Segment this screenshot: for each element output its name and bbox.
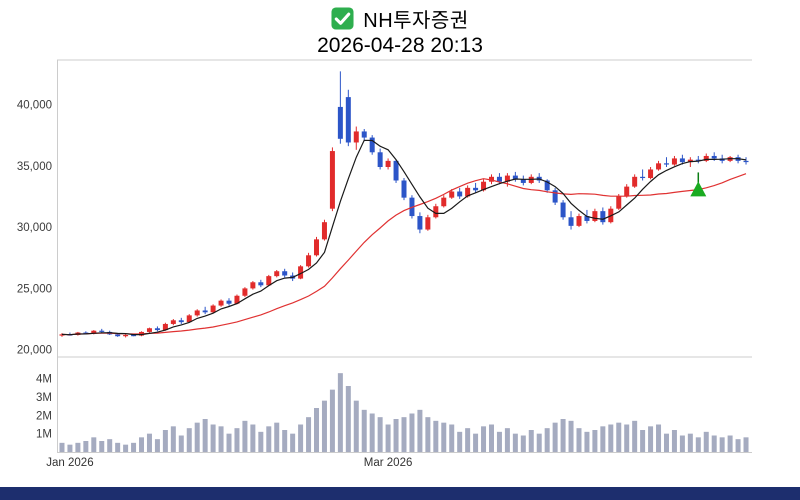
price-axis-label: 25,000 (17, 283, 52, 295)
price-axis-label: 20,000 (17, 345, 52, 357)
checkbox-background (331, 6, 354, 30)
volume-axis-label: 2M (36, 410, 52, 422)
buy-signal-marker (690, 172, 707, 197)
stock-title: NH투자증권 (363, 9, 469, 32)
volume-axis-label: 3M (36, 392, 52, 404)
date-axis-label: Mar 2026 (364, 457, 413, 469)
candles (59, 71, 749, 338)
date-axis-label: Jan 2026 (46, 457, 93, 469)
volume-axis-label: 4M (36, 374, 52, 386)
checkmark-glyph (334, 12, 351, 25)
price-axis-labels: 40,000 35,000 30,000 25,000 20,000 (17, 99, 52, 356)
price-axis-label: 40,000 (17, 99, 52, 111)
green-checkmark-icon (331, 6, 354, 30)
bottom-navy-bar (0, 487, 800, 500)
date-axis-labels: Jan 2026 Mar 2026 (46, 457, 412, 469)
candlestick-volume-chart: 40,000 35,000 30,000 25,000 20,000 4M 3M 2M 1M Ja… (17, 59, 752, 469)
chart-timestamp: 2026-04-28 20:13 (317, 34, 483, 57)
ma-short-line (61, 139, 747, 336)
price-axis-label: 30,000 (17, 222, 52, 234)
volume-axis-labels: 4M 3M 2M 1M (36, 374, 52, 441)
axes (57, 59, 752, 453)
ma-long-line (61, 173, 747, 336)
title-row: NH투자증권 (0, 5, 800, 32)
volume-axis-label: 1M (36, 429, 52, 441)
price-axis-label: 35,000 (17, 161, 52, 173)
chart-header: NH투자증권 2026-04-28 20:13 (0, 5, 800, 58)
volume-bars (59, 373, 749, 452)
